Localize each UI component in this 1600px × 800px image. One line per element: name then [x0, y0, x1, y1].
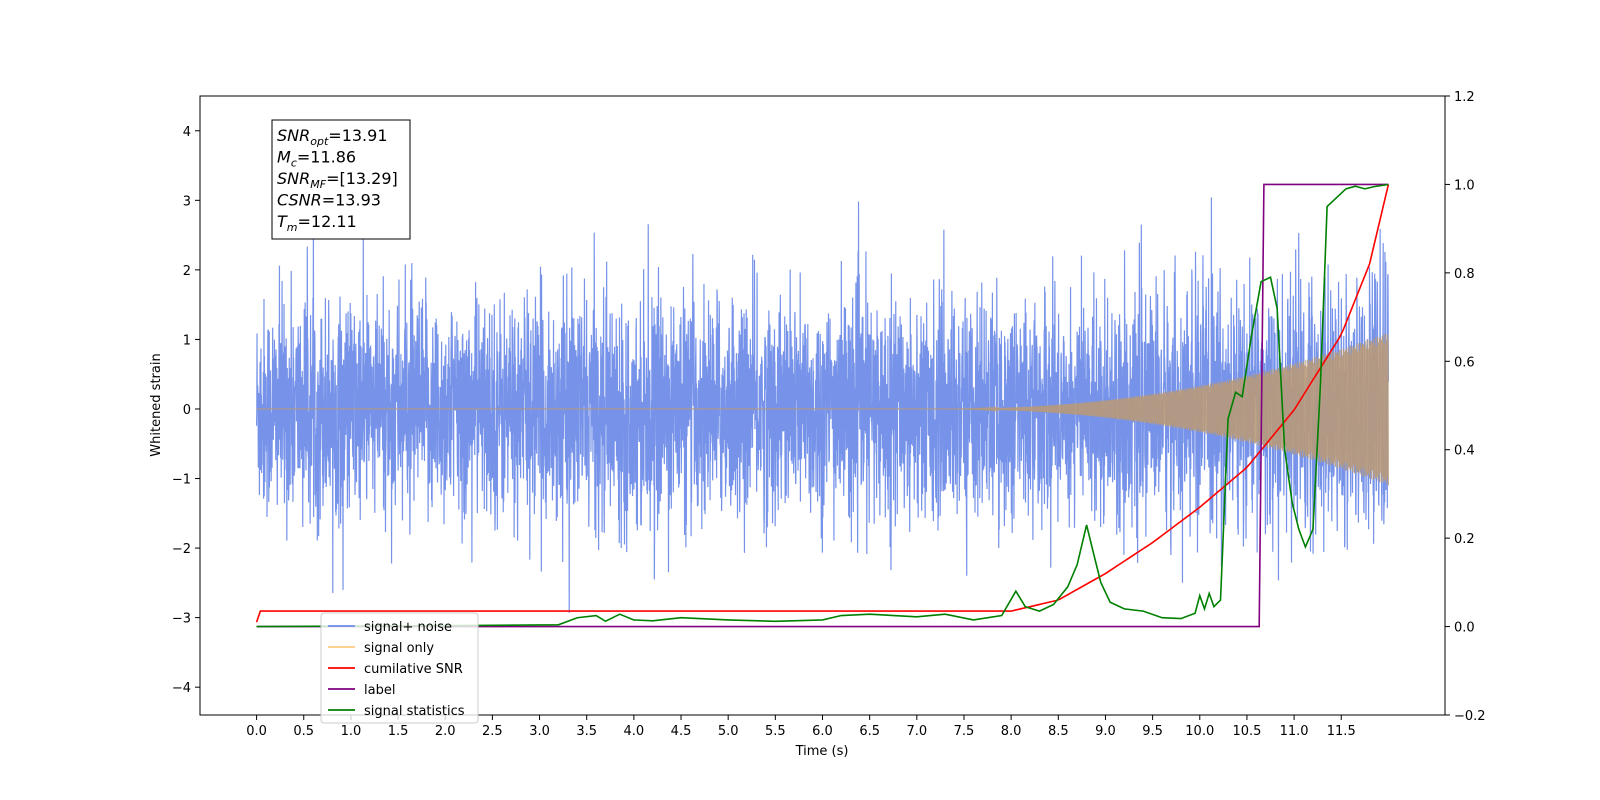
x-tick-label: 9.0	[1095, 724, 1116, 739]
annotation-line: Mc=11.86	[277, 148, 356, 170]
x-tick-label: 2.0	[435, 724, 456, 739]
x-tick-label: 5.0	[718, 724, 739, 739]
y-axis-left: −4 −3 −2 −1 0 1 2 3 4	[172, 125, 200, 696]
annotation-symbol: SNR	[277, 126, 310, 145]
annotation-line: SNRMF=[13.29]	[277, 169, 398, 191]
annotation-value: =11.86	[297, 148, 356, 167]
legend-entry-label: label	[364, 683, 395, 698]
annotation-value: =13.91	[328, 126, 387, 145]
x-tick-label: 1.5	[388, 724, 409, 739]
x-tick-label: 11.0	[1280, 724, 1309, 739]
x-tick-label: 2.5	[482, 724, 503, 739]
y2-tick-label: 1.0	[1454, 178, 1475, 193]
annotation-value: =12.11	[298, 212, 357, 231]
y-tick-label: −1	[172, 473, 191, 488]
y-tick-label: −4	[172, 681, 191, 696]
x-tick-label: 4.0	[624, 724, 645, 739]
plot-area	[255, 183, 1390, 628]
y-axis-label: Whitened strain	[149, 353, 164, 456]
legend-entry-label: signal+ noise	[364, 620, 452, 635]
annotation-symbol: M	[277, 148, 291, 167]
annotation-value: =13.93	[322, 191, 381, 210]
x-axis: 0.0 0.5 1.0 1.5 2.0 2.5 3.0 3.5 4.0 4.5 5.0 5.5 6.0 6…	[246, 715, 1356, 739]
legend-entry-label: cumilative SNR	[364, 662, 463, 677]
series-cumulative-snr-line	[255, 184, 1390, 623]
annotation-line: CSNR=13.93	[277, 191, 381, 210]
y2-tick-label: 0.2	[1454, 532, 1475, 547]
x-tick-label: 9.5	[1142, 724, 1163, 739]
y2-tick-label: −0.2	[1454, 709, 1486, 724]
x-tick-label: 10.0	[1185, 724, 1214, 739]
legend-entry-label: signal statistics	[364, 704, 465, 719]
y2-tick-label: 0.8	[1454, 267, 1475, 282]
annotation-symbol: CSNR	[277, 191, 322, 210]
x-tick-label: 0.0	[246, 724, 267, 739]
x-tick-label: 1.0	[341, 724, 362, 739]
stats-annotation-box: SNRopt=13.91Mc=11.86SNRMF=[13.29]CSNR=13…	[271, 119, 411, 240]
y-tick-label: −3	[172, 612, 191, 627]
annotation-value: =[13.29]	[326, 169, 398, 188]
y-tick-label: 1	[183, 333, 191, 348]
y-axis-right: −0.2 0.0 0.2 0.4 0.6 0.8 1.0 1.2	[1445, 90, 1486, 724]
y-tick-label: 0	[183, 403, 191, 418]
x-tick-label: 0.5	[293, 724, 314, 739]
annotation-symbol: SNR	[277, 169, 310, 188]
y2-tick-label: 0.0	[1454, 621, 1475, 636]
y2-tick-label: 1.2	[1454, 90, 1475, 105]
y-tick-label: 4	[183, 125, 191, 140]
x-tick-label: 6.0	[812, 724, 833, 739]
annotation-line: Tm=12.11	[277, 212, 357, 234]
x-tick-label: 11.5	[1327, 724, 1356, 739]
x-tick-label: 10.5	[1232, 724, 1261, 739]
y-tick-label: 2	[183, 264, 191, 279]
legend-entry-label: signal only	[364, 641, 434, 656]
y2-tick-label: 0.6	[1454, 355, 1475, 370]
annotation-line: SNRopt=13.91	[277, 126, 388, 148]
y-tick-label: 3	[183, 194, 191, 209]
annotation-frame	[271, 119, 411, 240]
y2-tick-label: 0.4	[1454, 444, 1475, 459]
y-tick-label: −2	[172, 542, 191, 557]
annotation-subscript: m	[287, 221, 298, 234]
annotation-subscript: MF	[310, 178, 326, 191]
x-tick-label: 7.5	[954, 724, 975, 739]
x-tick-label: 7.0	[906, 724, 927, 739]
annotation-subscript: c	[291, 157, 297, 170]
annotation-symbol: T	[277, 212, 288, 231]
x-axis-label: Time (s)	[795, 744, 849, 759]
series-signal-statistics-line	[256, 183, 1389, 628]
series-label-line	[256, 183, 1389, 628]
x-tick-label: 4.5	[671, 724, 692, 739]
x-tick-label: 6.5	[859, 724, 880, 739]
series-signal-only-line	[256, 333, 1389, 486]
x-tick-label: 3.5	[576, 724, 597, 739]
x-tick-label: 8.0	[1001, 724, 1022, 739]
x-tick-label: 8.5	[1048, 724, 1069, 739]
legend-frame	[320, 612, 479, 724]
legend: signal+ noise signal only cumilative SNR la…	[320, 612, 479, 724]
x-tick-label: 3.0	[529, 724, 550, 739]
x-tick-label: 5.5	[765, 724, 786, 739]
annotation-subscript: opt	[310, 135, 329, 148]
